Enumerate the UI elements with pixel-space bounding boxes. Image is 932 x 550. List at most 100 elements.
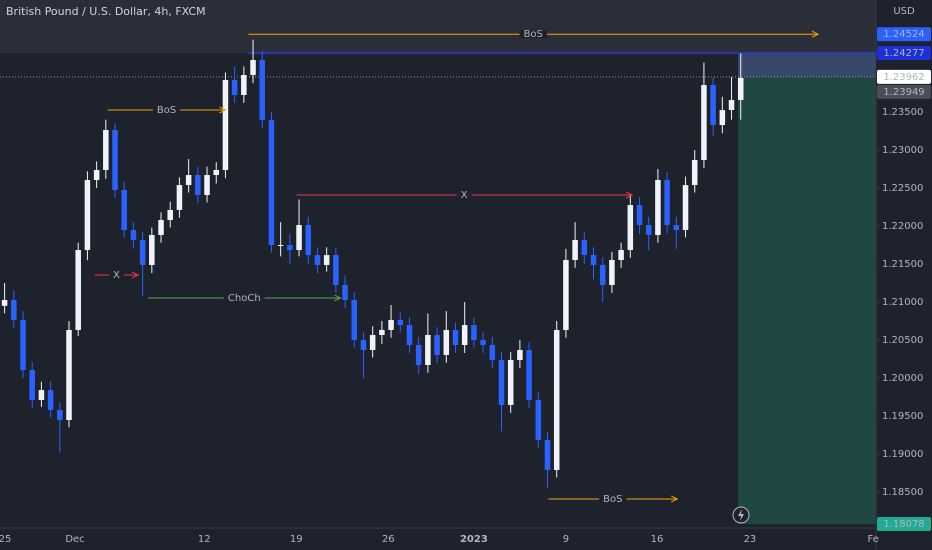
- candle-body: [47, 389, 54, 410]
- y-tick-label: 1.21500: [882, 259, 923, 270]
- candle-body: [93, 169, 100, 181]
- annotation-label: X: [461, 190, 468, 201]
- candle-body: [158, 220, 164, 235]
- price-label-box: [877, 45, 931, 60]
- candle-body: [259, 60, 266, 120]
- position-profit-zone: [737, 76, 876, 525]
- candle-body: [710, 85, 716, 126]
- candle-body: [57, 409, 63, 421]
- candle-body: [655, 180, 661, 235]
- candle-body: [425, 334, 431, 365]
- price-label: 1.23962: [883, 72, 924, 83]
- candle-body: [167, 209, 173, 220]
- y-tick-label: 1.22000: [882, 221, 923, 232]
- candle-body: [11, 300, 17, 321]
- price-label-box: [877, 517, 931, 532]
- y-tick-label: 1.20000: [882, 373, 923, 384]
- candle-body: [461, 325, 468, 346]
- y-tick-label: 1.23000: [882, 145, 923, 156]
- candle-body: [185, 175, 192, 186]
- annotation-label-bg: [456, 190, 472, 199]
- annotation-label: BoS: [603, 494, 622, 505]
- y-tick-label: 1.19500: [882, 411, 923, 422]
- candle-body: [130, 230, 137, 240]
- annotation-arrow: [131, 271, 140, 279]
- candle-body: [360, 339, 367, 351]
- annotation-label-bg: [152, 106, 181, 115]
- candle-body: [268, 119, 275, 246]
- candle-body: [507, 359, 514, 405]
- candle-body: [75, 250, 81, 330]
- annotation-label: BoS: [157, 105, 176, 116]
- candle-body: [213, 169, 219, 176]
- candle-body: [701, 85, 707, 161]
- annotation-arrow: [625, 191, 634, 199]
- candle-body: [553, 329, 560, 471]
- candle-body: [342, 284, 348, 301]
- candle-body: [29, 370, 35, 400]
- price-label-box: [877, 27, 931, 42]
- candle-body: [563, 259, 569, 330]
- x-tick-label: 12: [198, 534, 211, 545]
- candle-body: [241, 75, 247, 95]
- price-label: 1.18078: [883, 519, 924, 530]
- x-tick-label: 9: [563, 534, 569, 545]
- candle-body: [305, 225, 312, 256]
- candle-body: [728, 100, 735, 111]
- candle-body: [682, 185, 689, 231]
- candle-body: [277, 245, 284, 247]
- candle-body: [627, 205, 634, 251]
- annotation-label-bg: [223, 293, 265, 302]
- candle-body: [691, 160, 698, 186]
- candle-body: [609, 259, 615, 285]
- candle-body: [415, 345, 422, 365]
- candle-body: [618, 250, 624, 260]
- candle-body: [379, 329, 385, 335]
- annotation-label: BoS: [524, 29, 543, 40]
- candle-body: [673, 225, 680, 231]
- candle-body: [480, 339, 486, 346]
- candle-body: [388, 320, 394, 330]
- candle-body: [498, 359, 505, 405]
- candle-body: [333, 255, 339, 285]
- price-label-box: [877, 69, 931, 84]
- candle-body: [103, 130, 109, 170]
- annotation-label-bg: [108, 271, 124, 280]
- candle-body: [544, 440, 551, 471]
- annotation-label-bg: [519, 30, 547, 39]
- annotation-label: ChoCh: [228, 293, 261, 304]
- candle-body: [397, 320, 404, 326]
- candle-body: [434, 334, 440, 355]
- y-tick-label: 1.21000: [882, 297, 923, 308]
- price-label: 1.24277: [883, 48, 924, 59]
- candle-body: [406, 325, 413, 346]
- candle-body: [250, 60, 256, 76]
- candle-body: [38, 389, 45, 400]
- candle-body: [20, 320, 26, 371]
- y-tick-label: 1.23500: [882, 107, 923, 118]
- price-label: 1.23949: [883, 87, 924, 98]
- candle-body: [443, 329, 450, 355]
- x-tick-label: Fe: [868, 534, 879, 545]
- candle-body: [636, 205, 643, 226]
- x-tick-label: 23: [744, 534, 757, 545]
- candle-body: [489, 345, 496, 360]
- candle-body: [149, 234, 155, 265]
- price-label-box: [877, 84, 931, 99]
- candle-body: [176, 185, 183, 210]
- candle-body: [517, 350, 523, 360]
- plot-area: BoS BoS X X ChoCh BoS: [0, 0, 876, 525]
- x-tick-label: 25: [0, 534, 11, 545]
- candle-body: [323, 255, 330, 265]
- y-tick-label: 1.19000: [882, 449, 923, 460]
- candle-body: [599, 264, 606, 285]
- upper-zone: [0, 0, 876, 53]
- annotation-arrow: [671, 495, 679, 503]
- y-tick-label: 1.18500: [882, 487, 923, 498]
- x-tick-label: 19: [290, 534, 303, 545]
- candle-body: [664, 180, 670, 226]
- candle-body: [296, 225, 302, 251]
- candle-body: [314, 255, 321, 265]
- y-axis-label: USD: [893, 6, 915, 17]
